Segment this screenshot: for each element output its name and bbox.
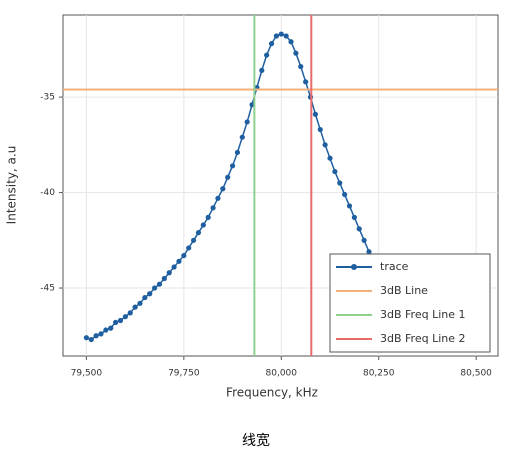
trace-point: [132, 304, 138, 310]
trace-point: [142, 294, 148, 301]
legend-label: trace: [380, 260, 409, 273]
trace-point: [200, 222, 206, 228]
x-tick-label: 79,750: [168, 369, 200, 379]
x-axis-label: Frequency, kHz: [226, 386, 318, 400]
trace-point: [317, 126, 323, 133]
trace-point: [356, 226, 362, 232]
trace-point: [181, 252, 187, 259]
trace-point: [322, 142, 328, 148]
trace-point: [234, 149, 241, 156]
trace-point: [108, 325, 114, 331]
trace-point: [342, 191, 348, 198]
trace-point: [259, 67, 265, 73]
trace-point: [171, 264, 177, 270]
trace-point: [351, 214, 357, 220]
trace-point: [312, 111, 318, 117]
trace-point: [239, 134, 245, 140]
trace-point: [337, 180, 343, 186]
trace-point: [161, 275, 167, 282]
trace-point: [283, 33, 289, 39]
trace-point: [332, 168, 338, 175]
trace-point: [215, 195, 221, 201]
y-tick-label: -45: [40, 284, 55, 294]
trace-point: [93, 333, 99, 339]
trace-point: [288, 39, 294, 45]
y-tick-label: -40: [40, 188, 55, 198]
trace-point: [205, 214, 211, 220]
trace-point: [244, 119, 250, 125]
trace-point: [83, 335, 89, 341]
trace-point: [147, 291, 153, 297]
trace-point: [103, 327, 109, 333]
trace-point: [303, 79, 309, 85]
x-tick-label: 79,500: [71, 369, 103, 379]
trace-point: [210, 205, 216, 211]
trace-point: [366, 249, 372, 255]
trace-point: [327, 155, 333, 161]
legend-label: 3dB Freq Line 2: [380, 332, 466, 345]
legend-box: [329, 253, 491, 353]
trace-point: [137, 300, 143, 306]
trace-point: [190, 237, 197, 243]
legend-label: 3dB Freq Line 1: [380, 308, 466, 321]
trace-point: [346, 203, 353, 209]
trace-point: [273, 33, 280, 39]
trace-point: [225, 174, 231, 180]
x-tick-label: 80,250: [363, 369, 395, 379]
trace-point: [186, 245, 192, 251]
x-tick-label: 80,000: [266, 369, 298, 379]
trace-point: [195, 230, 202, 236]
y-axis-label: Intensity, a.u: [5, 146, 19, 225]
trace-point: [220, 186, 226, 192]
trace-point: [229, 163, 236, 169]
x-tick-label: 80,500: [460, 369, 492, 379]
trace-point: [268, 41, 275, 47]
caption: 线宽: [242, 432, 270, 449]
trace-point: [113, 319, 119, 325]
trace-point: [293, 50, 299, 56]
trace-point: [166, 270, 172, 276]
y-tick-label: -35: [40, 93, 55, 103]
trace-point: [156, 281, 163, 287]
trace-point: [127, 310, 133, 316]
trace-point: [98, 331, 104, 337]
trace-point: [361, 237, 367, 243]
trace-point: [151, 285, 158, 291]
trace-point: [298, 63, 304, 70]
trace-point: [122, 314, 128, 320]
trace-point: [117, 317, 124, 324]
legend-label: 3dB Line: [380, 284, 428, 297]
trace-point: [264, 52, 270, 58]
trace-point: [88, 336, 94, 343]
trace-point: [176, 258, 182, 264]
trace-point: [278, 31, 284, 37]
trace-point: [249, 102, 255, 108]
legend-marker: [351, 264, 357, 270]
